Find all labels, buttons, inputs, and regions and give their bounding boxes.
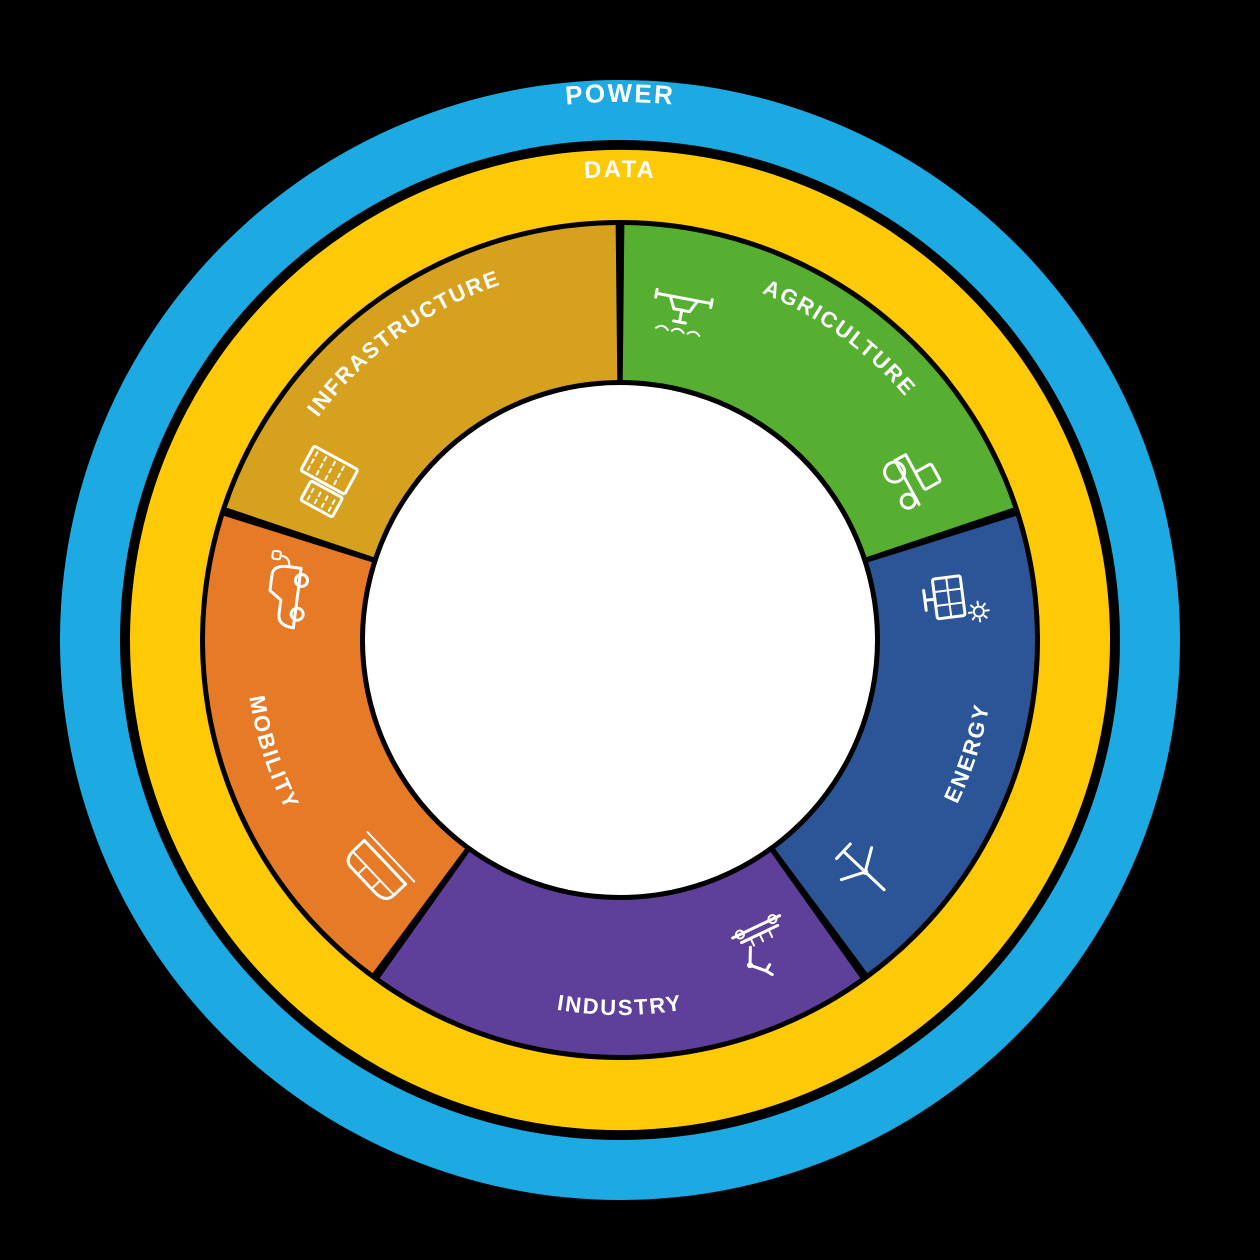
power-ring-label: POWER bbox=[564, 78, 676, 111]
diagram-wrapper: POWERDATAAGRICULTUREENERGYINDUSTRYMOBILI… bbox=[0, 0, 1260, 1260]
data-ring-label: DATA bbox=[583, 156, 656, 184]
concentric-sector-diagram: POWERDATAAGRICULTUREENERGYINDUSTRYMOBILI… bbox=[0, 0, 1260, 1260]
center-circle bbox=[365, 385, 875, 895]
